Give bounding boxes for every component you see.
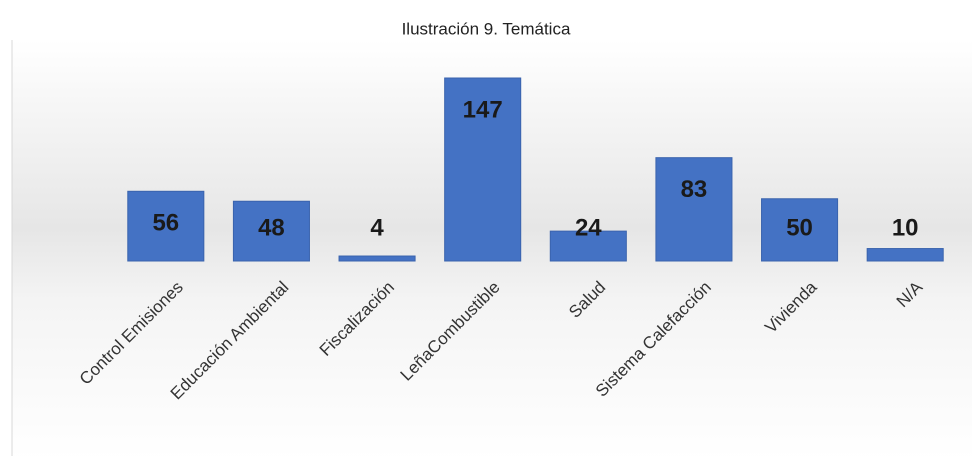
bar	[127, 190, 205, 262]
data-label: 24	[575, 214, 602, 241]
data-label: 48	[258, 214, 285, 241]
bar	[338, 255, 416, 262]
bar	[549, 230, 627, 262]
bar	[655, 157, 733, 262]
data-label: 10	[892, 214, 919, 241]
bar	[444, 77, 522, 262]
data-label: 147	[463, 96, 503, 123]
chart-title: Ilustración 9. Temática	[402, 19, 571, 38]
data-label: 56	[152, 210, 179, 237]
data-label: 83	[681, 176, 708, 203]
bar	[866, 248, 944, 262]
bar	[232, 200, 310, 262]
bar	[761, 198, 839, 262]
data-label: 4	[370, 214, 384, 241]
data-label: 50	[786, 214, 813, 241]
